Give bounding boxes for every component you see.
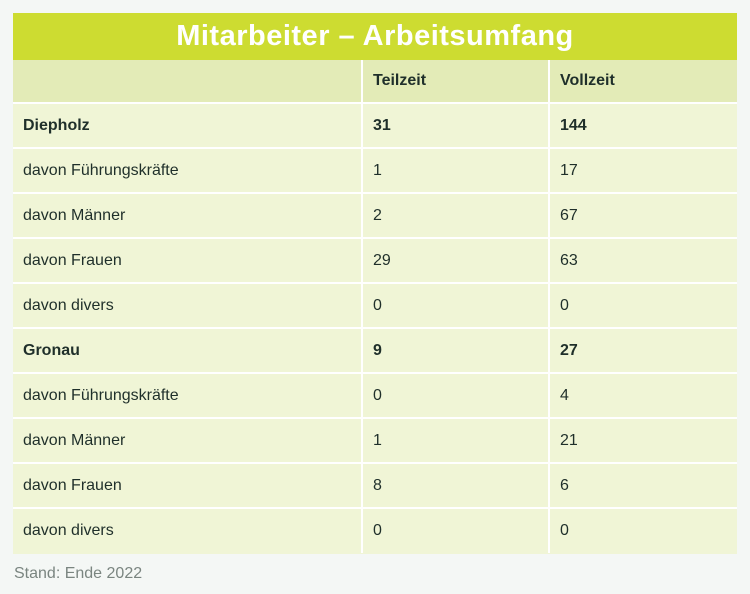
row-label: davon Frauen — [13, 463, 363, 509]
header-teilzeit: Teilzeit — [362, 60, 550, 104]
table-row: davon Frauen 8 6 — [13, 463, 737, 509]
vollzeit-cell: 6 — [549, 463, 737, 509]
teilzeit-cell: 31 — [362, 103, 550, 149]
vollzeit-cell: 67 — [549, 193, 737, 239]
teilzeit-cell: 1 — [362, 148, 550, 194]
table-row: Gronau 9 27 — [13, 328, 737, 374]
teilzeit-cell: 2 — [362, 193, 550, 239]
header-label-column — [13, 60, 363, 104]
vollzeit-cell: 27 — [549, 328, 737, 374]
table-row: davon divers 0 0 — [13, 508, 737, 553]
row-label: davon Männer — [13, 193, 363, 239]
header-vollzeit: Vollzeit — [549, 60, 737, 104]
header-row: Teilzeit Vollzeit — [13, 60, 737, 104]
table-body: Diepholz 31 144 davon Führungskräfte 1 17 davo… — [13, 103, 737, 553]
row-label: davon divers — [13, 283, 363, 329]
row-label: davon Führungskräfte — [13, 373, 363, 419]
table-title: Mitarbeiter – Arbeitsumfang — [13, 13, 737, 60]
teilzeit-cell: 0 — [362, 508, 550, 553]
vollzeit-cell: 63 — [549, 238, 737, 284]
table-row: davon Männer 1 21 — [13, 418, 737, 464]
teilzeit-cell: 0 — [362, 373, 550, 419]
employee-table-card: Mitarbeiter – Arbeitsumfang Teilzeit Vol… — [13, 13, 737, 554]
table-row: davon Frauen 29 63 — [13, 238, 737, 284]
table-row: davon Führungskräfte 0 4 — [13, 373, 737, 419]
table-row: Diepholz 31 144 — [13, 103, 737, 149]
vollzeit-cell: 17 — [549, 148, 737, 194]
row-label: Diepholz — [13, 103, 363, 149]
vollzeit-cell: 144 — [549, 103, 737, 149]
footer-note: Stand: Ende 2022 — [14, 565, 143, 582]
row-label: davon Männer — [13, 418, 363, 464]
row-label: davon divers — [13, 508, 363, 553]
teilzeit-cell: 9 — [362, 328, 550, 374]
row-label: Gronau — [13, 328, 363, 374]
table-row: davon Führungskräfte 1 17 — [13, 148, 737, 194]
vollzeit-cell: 0 — [549, 283, 737, 329]
table-row: davon Männer 2 67 — [13, 193, 737, 239]
vollzeit-cell: 21 — [549, 418, 737, 464]
employee-table: Teilzeit Vollzeit Diepholz 31 144 davon Füh… — [13, 60, 737, 553]
row-label: davon Frauen — [13, 238, 363, 284]
vollzeit-cell: 0 — [549, 508, 737, 553]
row-label: davon Führungskräfte — [13, 148, 363, 194]
teilzeit-cell: 1 — [362, 418, 550, 464]
vollzeit-cell: 4 — [549, 373, 737, 419]
table-row: davon divers 0 0 — [13, 283, 737, 329]
teilzeit-cell: 29 — [362, 238, 550, 284]
teilzeit-cell: 8 — [362, 463, 550, 509]
teilzeit-cell: 0 — [362, 283, 550, 329]
